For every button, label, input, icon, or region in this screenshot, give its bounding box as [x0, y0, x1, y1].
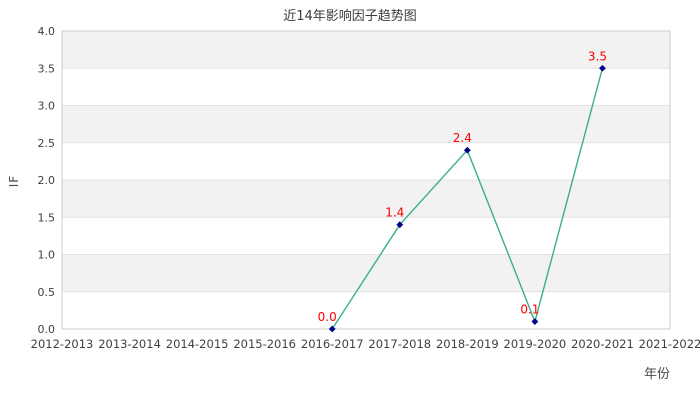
x-category-label: 2020-2021: [571, 337, 634, 351]
data-point-marker: [599, 64, 606, 72]
grid-band: [62, 105, 670, 143]
x-category-label: 2019-2020: [504, 337, 567, 351]
value-label: 3.5: [588, 49, 607, 63]
value-label: 1.4: [385, 206, 404, 220]
x-axis-title: 年份: [644, 367, 671, 382]
y-tick-label: 3.5: [38, 62, 56, 75]
data-point-marker: [531, 318, 539, 325]
x-category-label: 2014-2015: [166, 337, 229, 351]
y-tick-label: 1.5: [38, 211, 56, 224]
y-tick-label: 4.0: [38, 25, 56, 38]
data-point-marker: [328, 325, 336, 333]
y-tick-label: 0.5: [38, 286, 56, 299]
x-category-label: 2013-2014: [98, 337, 161, 351]
grid-band: [62, 31, 670, 69]
x-category-label: 2016-2017: [301, 337, 364, 351]
x-category-label: 2015-2016: [233, 337, 296, 351]
x-category-label: 2017-2018: [368, 337, 431, 351]
value-label: 0.1: [520, 303, 539, 317]
grid-band: [62, 180, 670, 218]
data-point-marker: [463, 146, 471, 154]
y-tick-label: 2.0: [38, 174, 56, 187]
x-category-label: 2018-2019: [436, 337, 499, 351]
x-category-label: 2012-2013: [31, 337, 94, 351]
y-tick-label: 0.0: [38, 323, 56, 336]
chart-title: 近14年影响因子趋势图: [283, 9, 417, 24]
y-tick-label: 3.0: [38, 100, 56, 113]
data-point-marker: [396, 221, 404, 229]
x-category-label: 2021-2022: [639, 337, 700, 351]
value-label: 2.4: [453, 131, 472, 145]
plot-border: [61, 30, 671, 330]
y-tick-label: 1.0: [38, 249, 56, 262]
grid-band: [62, 254, 670, 292]
y-tick-label: 2.5: [38, 137, 56, 150]
value-label: 0.0: [318, 310, 337, 324]
